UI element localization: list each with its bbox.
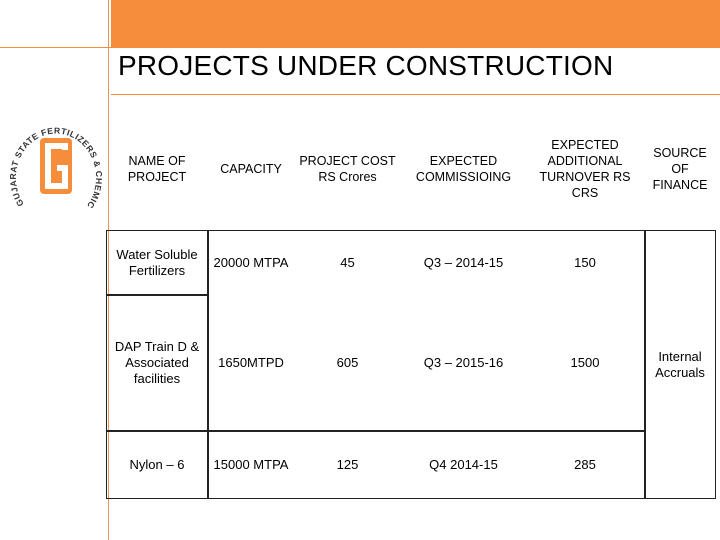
header-commissioning: EXPECTED COMMISSIOING xyxy=(415,153,512,184)
cell-name: Nylon – 6 xyxy=(129,457,185,472)
company-logo: GUJARAT STATE FERTILIZERS & CHEMICALS LI… xyxy=(10,112,102,211)
row-divider xyxy=(106,430,208,432)
cell-capacity: 15000 MTPA xyxy=(213,457,289,472)
header-finance: SOURCE OF FINANCE xyxy=(652,145,708,192)
projects-table: NAME OF PROJECT CAPACITY PROJECT COST RS C… xyxy=(106,107,716,499)
cell-name: Water Soluble Fertilizers xyxy=(116,246,198,278)
cell-commissioning: Q3 – 2015-16 xyxy=(423,355,504,370)
left-accent-line xyxy=(108,0,109,540)
cell-finance: Internal Accruals xyxy=(655,348,705,380)
cell-capacity: 1650MTPD xyxy=(218,355,284,370)
column-divider xyxy=(207,230,209,499)
header-capacity: CAPACITY xyxy=(220,161,282,176)
g-letter-icon xyxy=(45,143,68,189)
header-name: NAME OF PROJECT xyxy=(127,153,187,184)
cell-cost: 125 xyxy=(336,457,359,472)
page-title: PROJECTS UNDER CONSTRUCTION xyxy=(118,50,614,81)
row-divider xyxy=(106,294,208,296)
cell-turnover: 150 xyxy=(574,254,596,270)
cell-name: DAP Train D & Associated facilities xyxy=(114,339,200,386)
row-divider xyxy=(208,430,644,432)
column-divider xyxy=(644,230,646,499)
header-divider xyxy=(0,47,720,48)
header-cost: PROJECT COST RS Crores xyxy=(299,153,396,184)
cell-cost: 605 xyxy=(336,355,359,370)
cell-turnover: 1500 xyxy=(570,355,600,370)
cell-capacity: 20000 MTPA xyxy=(213,254,289,270)
header-turnover: EXPECTED ADDITIONAL TURNOVER RS CRS xyxy=(539,137,631,200)
table-body-border xyxy=(106,230,716,499)
cell-cost: 45 xyxy=(340,254,355,270)
cell-turnover: 285 xyxy=(574,457,596,472)
cell-commissioning: Q4 2014-15 xyxy=(429,457,498,472)
cell-commissioning: Q3 – 2014-15 xyxy=(423,254,504,270)
title-underline xyxy=(111,94,720,95)
header-accent-bar xyxy=(111,0,720,47)
